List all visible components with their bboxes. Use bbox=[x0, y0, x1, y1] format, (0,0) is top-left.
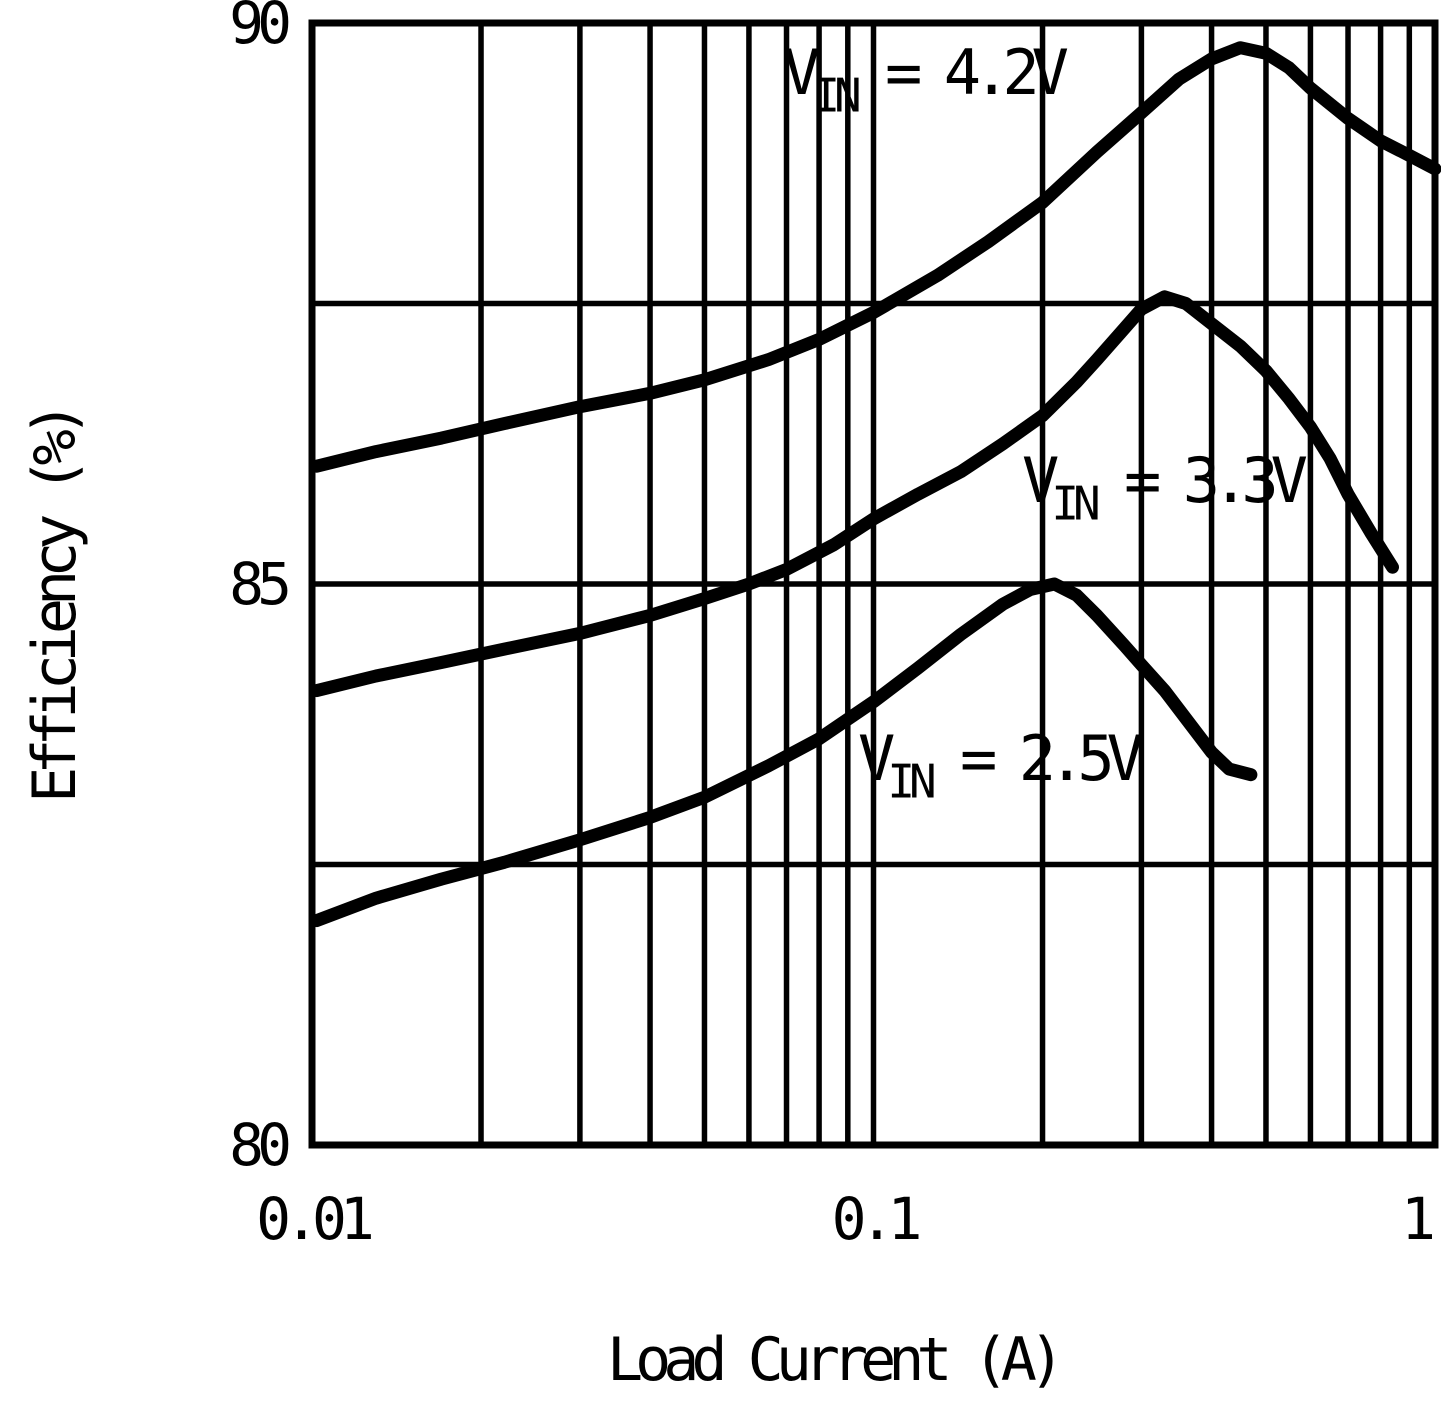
curve-3.3v bbox=[310, 290, 1399, 698]
curve-label: VIN = 4.2V bbox=[783, 36, 1069, 123]
y-tick-label: 80 bbox=[229, 1111, 292, 1179]
y-tick-label: 90 bbox=[229, 0, 292, 57]
curve-2.5v bbox=[310, 577, 1258, 928]
curve-label: VIN = 2.5V bbox=[858, 722, 1144, 809]
y-axis-title: Efficiency (%) bbox=[20, 409, 90, 803]
x-tick-label: 0.1 bbox=[831, 1185, 923, 1253]
y-tick-label: 85 bbox=[229, 550, 292, 618]
curve-4.2v bbox=[310, 41, 1441, 473]
plot-border bbox=[308, 19, 1439, 1149]
x-tick-label: 0.01 bbox=[256, 1185, 375, 1253]
x-tick-label: 1 bbox=[1401, 1185, 1436, 1253]
curve-label: VIN = 3.3V bbox=[1022, 444, 1308, 531]
x-axis-title: Load Current (A) bbox=[607, 1325, 1065, 1395]
